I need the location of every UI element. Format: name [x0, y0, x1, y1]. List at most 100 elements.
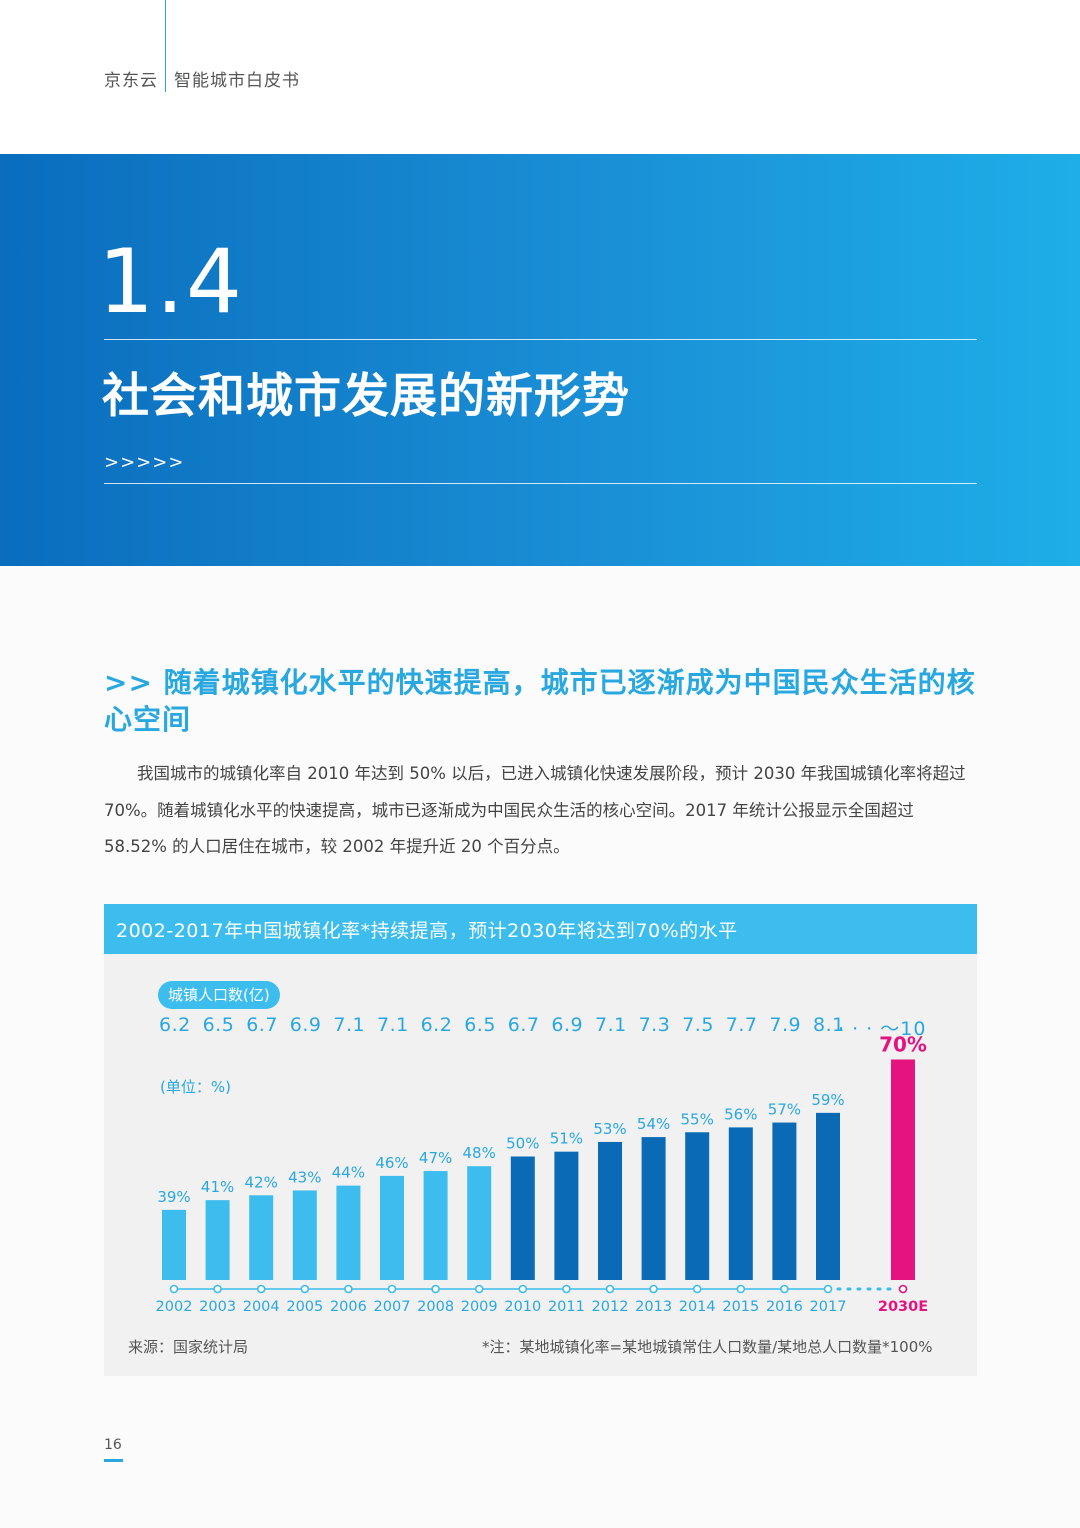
- bar-2005: [292, 1190, 317, 1280]
- axis-point-2007: [387, 1284, 397, 1294]
- axis-point-2006: [344, 1284, 353, 1294]
- header-divider: [165, 0, 166, 92]
- tick-label-2014: 2014: [679, 1299, 716, 1315]
- population-label: 城镇人口数(亿): [158, 981, 280, 1009]
- population-value-2010: 6.7: [507, 1014, 540, 1036]
- bar-2012: [598, 1141, 622, 1280]
- sub-heading: >> 随着城镇化水平的快速提高，城市已逐渐成为中国民众生活的核心空间: [104, 666, 976, 736]
- bar-2002: [162, 1209, 186, 1280]
- bar-2008: [423, 1171, 448, 1280]
- tick-label-2016: 2016: [766, 1299, 803, 1315]
- tick-label-2002: 2002: [156, 1299, 193, 1315]
- axis-point-2010: [518, 1284, 528, 1294]
- banner-divider-top: [104, 339, 977, 340]
- axis-point-2012: [605, 1284, 615, 1294]
- bar-2007: [380, 1175, 404, 1280]
- value-label-2006: 44%: [332, 1164, 365, 1182]
- banner-divider-bottom: [104, 483, 977, 484]
- value-label-2011: 51%: [550, 1130, 583, 1148]
- chart-title-bar: [104, 904, 977, 954]
- value-label-2003: 41%: [201, 1178, 234, 1196]
- tick-label-2009: 2009: [461, 1299, 498, 1315]
- tick-label-2013: 2013: [635, 1299, 672, 1315]
- page-number-rule: [104, 1459, 123, 1462]
- value-label-2017: 59%: [811, 1091, 844, 1109]
- axis-point-2030E: [898, 1284, 908, 1294]
- population-value-2015: 7.7: [725, 1014, 758, 1036]
- bar-2006: [336, 1185, 361, 1280]
- tick-label-2004: 2004: [243, 1299, 280, 1315]
- unit-label: (单位：%): [160, 1078, 231, 1096]
- bar-2013: [641, 1137, 666, 1280]
- population-value-2008: 6.2: [420, 1014, 453, 1036]
- axis-point-2009: [474, 1284, 484, 1294]
- value-label-2010: 50%: [506, 1135, 539, 1153]
- chart-title: 2002-2017年中国城镇化率*持续提高，预计2030年将达到70%的水平: [116, 920, 738, 942]
- axis-point-2013: [649, 1284, 658, 1294]
- body-paragraph: 我国城市的城镇化率自 2010 年达到 50% 以后，已进入城镇化快速发展阶段，…: [104, 764, 966, 856]
- population-value-2003: 6.5: [202, 1014, 235, 1036]
- axis-point-2016: [780, 1284, 789, 1294]
- population-value-2013: 7.3: [638, 1014, 671, 1036]
- bar-2003: [205, 1200, 230, 1280]
- axis-point-2004: [256, 1284, 266, 1294]
- population-value-2002: 6.2: [159, 1014, 191, 1036]
- bar-2030E: [891, 1059, 915, 1280]
- bar-2004: [249, 1195, 274, 1280]
- axis-point-2015: [736, 1284, 746, 1294]
- axis-point-2008: [431, 1284, 440, 1294]
- tick-label-2012: 2012: [592, 1299, 629, 1315]
- axis-point-2002: [169, 1284, 179, 1294]
- tick-label-2006: 2006: [330, 1299, 367, 1315]
- axis-point-2005: [300, 1284, 310, 1294]
- bar-2010: [510, 1156, 535, 1280]
- population-value-2006: 7.1: [333, 1014, 366, 1036]
- axis-point-2017: [823, 1284, 833, 1294]
- value-label-2014: 55%: [681, 1110, 714, 1128]
- header-doc-title: 智能城市白皮书: [174, 71, 300, 91]
- bar-2011: [554, 1151, 579, 1280]
- tick-label-2015: 2015: [722, 1299, 759, 1315]
- population-value-2012: 7.1: [595, 1014, 627, 1036]
- axis-point-2014: [692, 1284, 702, 1294]
- bar-2014: [685, 1132, 710, 1280]
- bar-2009: [467, 1166, 492, 1280]
- value-label-2005: 43%: [288, 1168, 321, 1186]
- value-label-2030E: 70%: [879, 1033, 927, 1057]
- population-value-2004: 6.7: [246, 1014, 278, 1036]
- header-brand: 京东云: [104, 71, 158, 91]
- tick-label-2003: 2003: [199, 1299, 236, 1315]
- population-value-2017: 8.1: [813, 1014, 845, 1036]
- tick-label-2008: 2008: [417, 1299, 454, 1315]
- value-label-2012: 53%: [593, 1120, 626, 1138]
- population-value-2014: 7.5: [682, 1014, 714, 1036]
- chart-note: *注：某地城镇化率=某地城镇常住人口数量/某地总人口数量*100%: [482, 1338, 933, 1356]
- chart-source: 来源：国家统计局: [128, 1338, 249, 1356]
- population-value-2011: 6.9: [551, 1014, 584, 1036]
- axis-point-2003: [213, 1284, 222, 1294]
- tick-label-2005: 2005: [286, 1299, 323, 1315]
- bar-2017: [816, 1112, 840, 1280]
- tick-label-2011: 2011: [548, 1299, 585, 1315]
- tick-label-2030E: 2030E: [878, 1299, 928, 1315]
- population-value-2016: 7.9: [769, 1014, 802, 1036]
- value-label-2008: 47%: [419, 1149, 452, 1167]
- population-row: · · · ～10 6.2 6.5 6.7 6.9 7.1 7.1 6.2 6.5 6.7 6.9…: [0, 1014, 1080, 1040]
- value-label-2007: 46%: [375, 1154, 408, 1172]
- bar-2016: [772, 1122, 797, 1280]
- tick-label-2007: 2007: [374, 1299, 411, 1315]
- tick-label-2017: 2017: [810, 1299, 847, 1315]
- banner-arrows: >>>>>: [104, 452, 185, 473]
- section-number: 1.4: [98, 230, 244, 333]
- page-number: 16: [104, 1437, 122, 1453]
- value-label-2016: 57%: [768, 1101, 801, 1119]
- population-tail: · · · ～10: [838, 1018, 927, 1040]
- population-value-2005: 6.9: [289, 1014, 322, 1036]
- value-label-2002: 39%: [157, 1188, 190, 1206]
- population-value-2009: 6.5: [464, 1014, 496, 1036]
- value-label-2009: 48%: [463, 1144, 496, 1162]
- bar-2015: [728, 1127, 753, 1280]
- population-value-2007: 7.1: [377, 1014, 409, 1036]
- value-label-2013: 54%: [637, 1115, 670, 1133]
